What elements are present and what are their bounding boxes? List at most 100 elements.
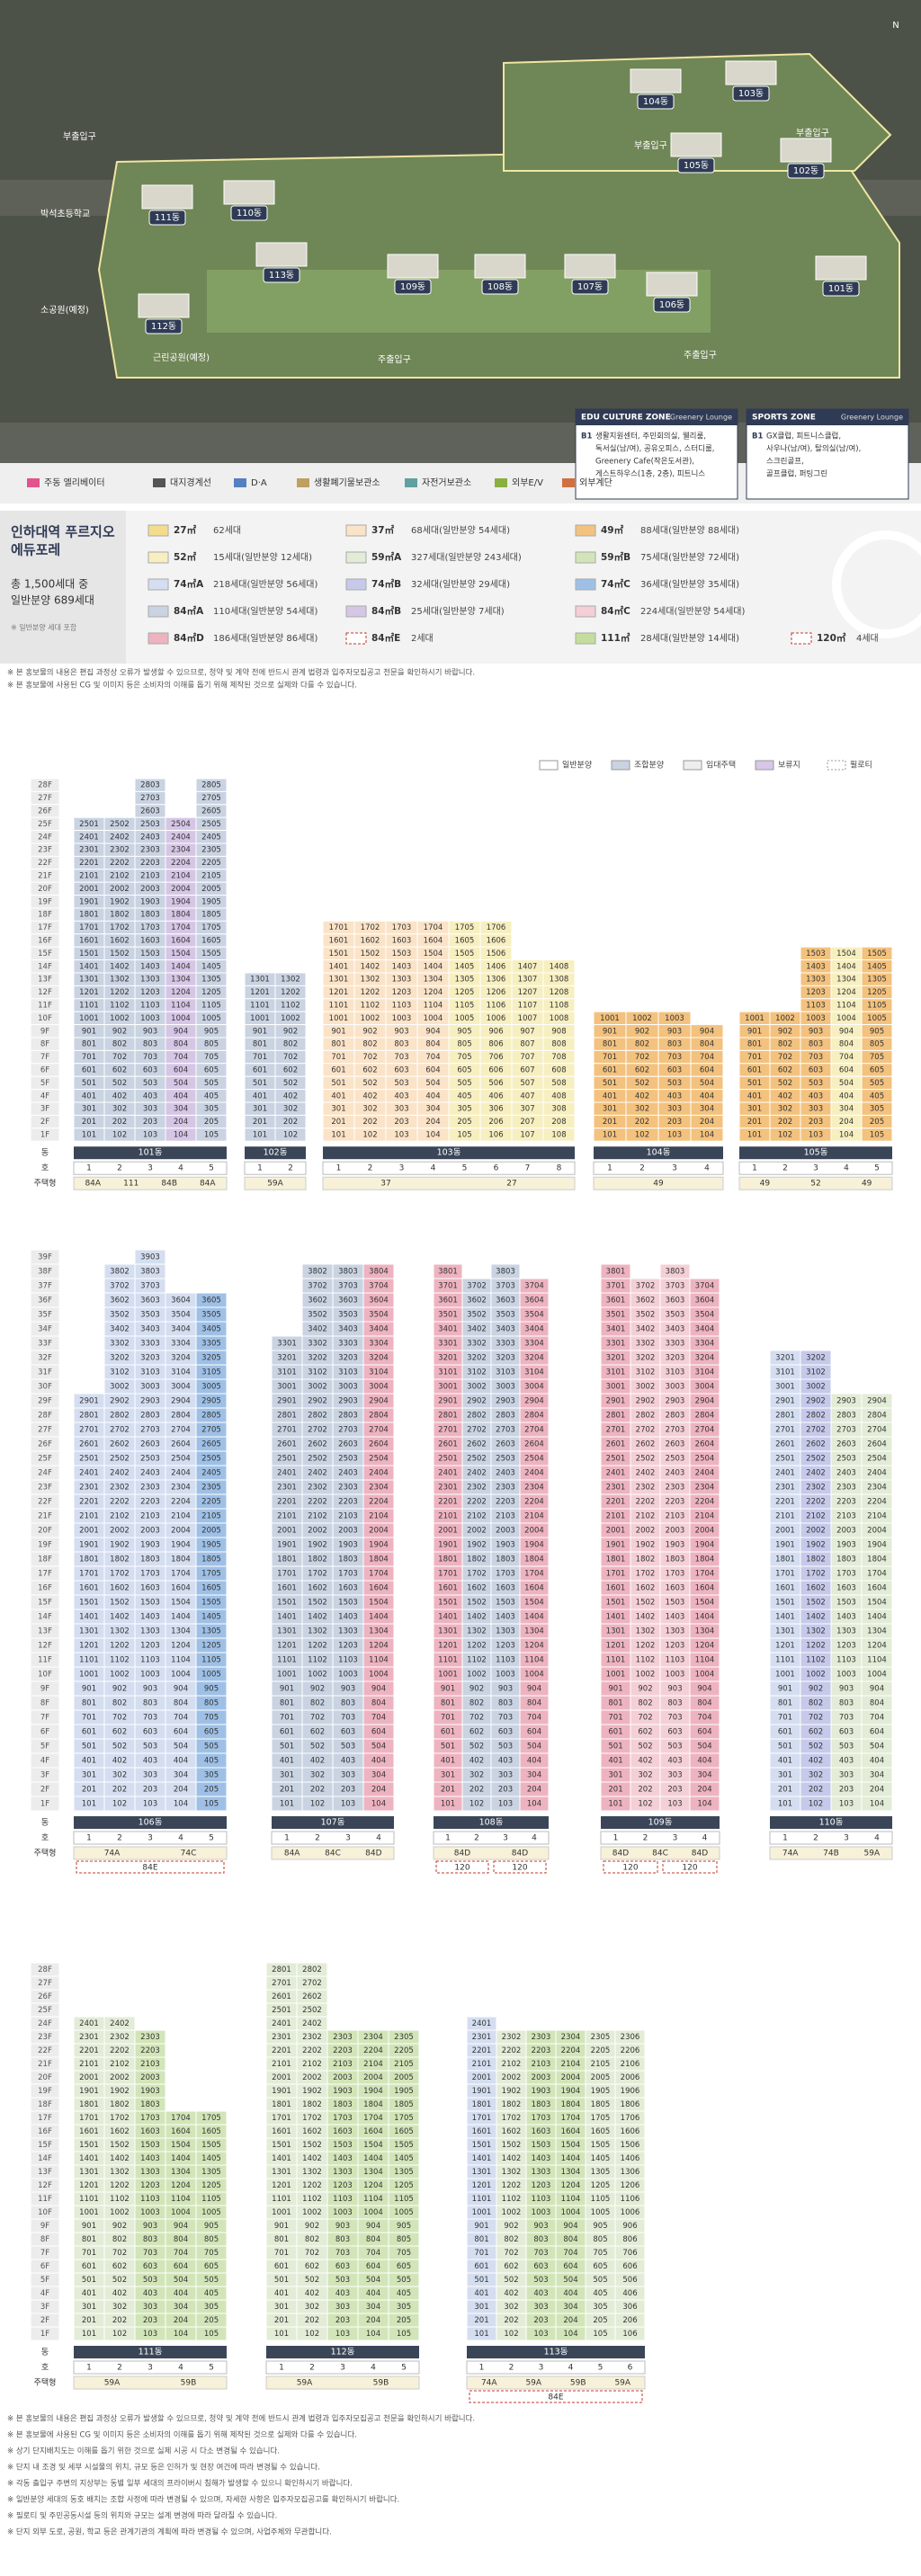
unit-number: 805 — [204, 2235, 219, 2244]
type-label: 84A — [85, 1180, 101, 1189]
type-size: 74㎡C — [601, 578, 630, 590]
unit-number: 1001 — [329, 1014, 349, 1023]
unit-number: 3002 — [467, 1383, 487, 1392]
sale-swatch — [755, 760, 774, 771]
unit-number: 1205 — [867, 988, 887, 997]
unit-number: 603 — [335, 2262, 350, 2271]
type-label: 84A — [284, 1850, 300, 1858]
unit-number: 1102 — [502, 2195, 522, 2204]
unit-number: 1602 — [361, 937, 380, 946]
unit-number: 2603 — [338, 1440, 358, 1449]
unit-number: 504 — [366, 2276, 380, 2285]
unit-number: 803 — [667, 1699, 682, 1708]
unit-number: 1401 — [775, 1613, 795, 1622]
line-number: 3 — [148, 1834, 153, 1843]
floor-label: 12F — [38, 2181, 52, 2190]
unit-number: 901 — [603, 1027, 617, 1036]
unit-number: 2803 — [140, 1412, 160, 1421]
type2-label: 120 — [512, 1864, 527, 1873]
unit-number: 1204 — [836, 988, 856, 997]
unit-number: 203 — [667, 1118, 682, 1127]
unit-number: 2003 — [836, 1527, 856, 1536]
type-row — [73, 1846, 228, 1860]
unit-number: 1004 — [369, 1671, 389, 1680]
unit-number: 604 — [425, 1066, 440, 1075]
unit-number: 1304 — [171, 2168, 191, 2177]
unit-number: 105 — [593, 2330, 607, 2339]
unit-number: 2301 — [775, 1484, 795, 1493]
unit-number: 1104 — [867, 1656, 887, 1665]
unit-number: 1601 — [79, 2127, 99, 2136]
unit-number: 2404 — [369, 1469, 389, 1478]
unit-number: 1902 — [806, 1541, 826, 1550]
unit-number: 502 — [310, 1743, 325, 1752]
unit-number: 1102 — [110, 1002, 130, 1011]
type-swatch — [345, 632, 367, 645]
unit-number: 2704 — [171, 1426, 191, 1435]
unit-number: 703 — [335, 2249, 350, 2258]
unit-number: 2501 — [606, 1455, 626, 1464]
unit-number: 901 — [441, 1685, 455, 1694]
unit-number: 2404 — [171, 833, 191, 842]
unit-number: 2103 — [666, 1512, 685, 1521]
unit-number: 2603 — [496, 1440, 515, 1449]
unit-number: 406 — [622, 2289, 637, 2298]
unit-number: 101 — [778, 1800, 792, 1809]
line-number: 8 — [557, 1164, 562, 1173]
building-tag-label: 112동 — [151, 321, 176, 332]
type2-label: 84E — [548, 2393, 563, 2402]
unit-number: 602 — [638, 1728, 652, 1737]
unit-number: 808 — [551, 1040, 566, 1049]
unit-number: 2802 — [308, 1412, 327, 1421]
unit-number: 3301 — [606, 1340, 626, 1349]
unit-number: 1803 — [666, 1555, 685, 1564]
line-number: 4 — [532, 1834, 537, 1843]
unit-number: 303 — [667, 1105, 682, 1114]
unit-number: 1303 — [666, 1627, 685, 1636]
unit-number: 3602 — [467, 1297, 487, 1306]
sale-label: 임대주택 — [706, 760, 736, 771]
unit-number: 2204 — [867, 1498, 887, 1507]
unit-number: 103 — [143, 1800, 157, 1809]
unit-number: 1105 — [201, 1002, 221, 1011]
unit-number: 401 — [280, 1757, 294, 1766]
unit-number: 2201 — [472, 2046, 492, 2055]
unit-number: 1802 — [636, 1555, 656, 1564]
line-number: 3 — [672, 1164, 677, 1173]
floor-label: 20F — [38, 2073, 52, 2082]
unit-number: 1502 — [110, 949, 130, 958]
building-tag — [732, 85, 770, 102]
unit-number: 2804 — [695, 1412, 715, 1421]
unit-number: 2301 — [79, 846, 99, 855]
unit-number: 3101 — [606, 1368, 626, 1377]
unit-number: 103 — [143, 1131, 157, 1140]
unit-number: 1403 — [140, 962, 160, 971]
unit-number: 402 — [283, 1092, 298, 1101]
unit-number: 2105 — [394, 2060, 414, 2069]
unit-number: 1104 — [171, 1656, 191, 1665]
unit-number: 403 — [394, 1092, 408, 1101]
unit-number: 601 — [331, 1066, 345, 1075]
unit-number: 305 — [204, 1771, 219, 1780]
unit-number: 2505 — [201, 1455, 221, 1464]
unit-number: 1704 — [524, 1570, 544, 1579]
unit-number: 805 — [204, 1699, 219, 1708]
unit-number: 3201 — [775, 1354, 795, 1363]
unit-number: 305 — [397, 2303, 411, 2312]
unit-number: 901 — [82, 1027, 96, 1036]
floor-label: 7F — [40, 1714, 49, 1723]
unit-number: 2004 — [695, 1527, 715, 1536]
unit-number: 902 — [112, 1685, 127, 1694]
unit-number: 2201 — [775, 1498, 795, 1507]
unit-cell — [861, 1128, 893, 1142]
unit-number: 2703 — [140, 794, 160, 803]
unit-number: 1202 — [110, 1642, 130, 1651]
unit-number: 1103 — [666, 1656, 685, 1665]
unit-number: 304 — [174, 2303, 188, 2312]
unit-number: 1502 — [110, 1599, 130, 1608]
unit-number: 2801 — [272, 1965, 291, 1974]
map-legend-icon — [495, 478, 507, 487]
building-tag — [230, 205, 268, 221]
unit-number: 1802 — [502, 2100, 522, 2109]
map-legend-label: 외부계단 — [579, 477, 613, 488]
